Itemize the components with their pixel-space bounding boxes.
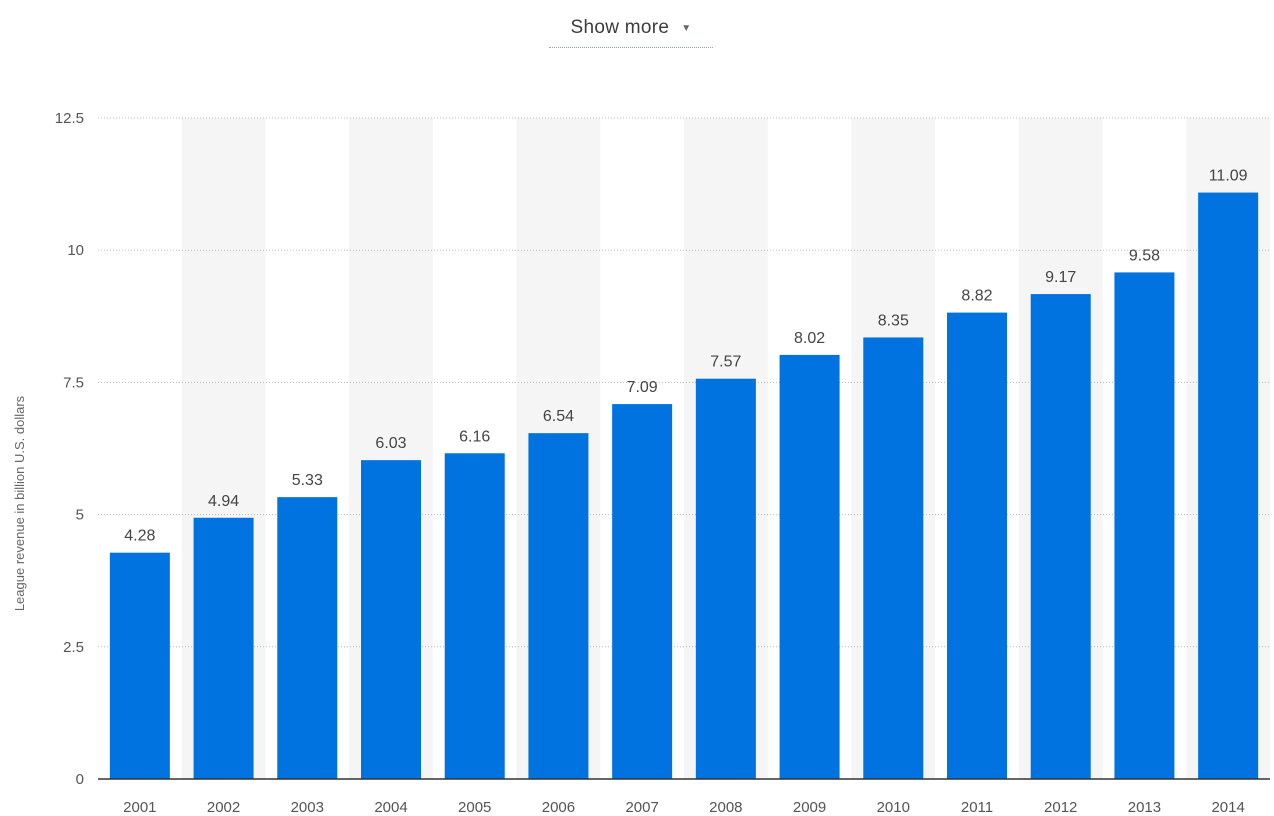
data-label: 9.17 [1045,269,1076,286]
data-label: 9.58 [1129,247,1160,264]
data-label: 7.57 [710,354,741,371]
x-tick-label: 2009 [793,799,826,816]
x-tick-label: 2012 [1044,799,1077,816]
x-tick-label: 2006 [542,799,575,816]
x-tick-label: 2013 [1128,799,1161,816]
x-tick-label: 2005 [458,799,491,816]
data-labels: 4.28 4.94 5.33 6.03 6.16 6.54 7.09 7.57 8.02 8.35… [124,168,1247,545]
x-axis-tick-labels: 2001 2002 2003 2004 2005 2006 2007 2008 2009 2010… [123,799,1245,816]
data-label: 4.28 [124,528,155,545]
y-tick-label: 2.5 [63,639,84,656]
bar[interactable] [612,404,673,779]
x-tick-label: 2011 [961,799,993,816]
x-tick-label: 2007 [625,799,658,816]
data-label: 6.03 [375,435,406,452]
y-axis-tick-labels: 0 2.5 5 7.5 10 12.5 [55,110,84,788]
bar[interactable] [109,552,170,779]
data-label: 11.09 [1209,168,1248,185]
x-tick-label: 2001 [123,799,156,816]
bar[interactable] [1030,294,1091,779]
bar[interactable] [863,337,924,779]
caret-down-icon: ▼ [681,23,692,34]
y-tick-label: 7.5 [63,374,84,391]
bar[interactable] [528,433,589,779]
bar[interactable] [1198,192,1259,780]
x-tick-label: 2008 [709,799,742,816]
data-label: 6.54 [543,408,574,425]
data-label: 8.82 [961,288,992,305]
x-tick-label: 2014 [1211,799,1244,816]
y-tick-label: 5 [76,507,84,524]
x-tick-label: 2004 [374,799,407,816]
y-tick-label: 12.5 [55,110,84,127]
bar[interactable] [695,378,756,779]
bar[interactable] [277,497,338,779]
show-more-button[interactable]: Show more ▼ [549,8,713,48]
data-label: 5.33 [292,472,323,489]
y-axis-title: League revenue in billion U.S. dollars [12,395,27,611]
bars [109,192,1259,780]
data-label: 6.16 [459,428,490,445]
bar[interactable] [779,354,840,779]
data-label: 4.94 [208,493,239,510]
bar[interactable] [947,312,1007,779]
bar[interactable] [444,453,505,779]
y-tick-label: 10 [67,242,84,259]
show-more-label: Show more [570,16,670,38]
data-label: 7.09 [627,379,658,396]
data-label: 8.02 [794,330,825,347]
x-tick-label: 2010 [877,799,910,816]
bar[interactable] [193,517,254,779]
x-tick-label: 2003 [291,799,324,816]
x-tick-label: 2002 [207,799,240,816]
data-label: 8.35 [878,312,909,329]
bar[interactable] [1114,272,1175,779]
y-tick-label: 0 [76,771,84,788]
bar[interactable] [361,460,421,779]
